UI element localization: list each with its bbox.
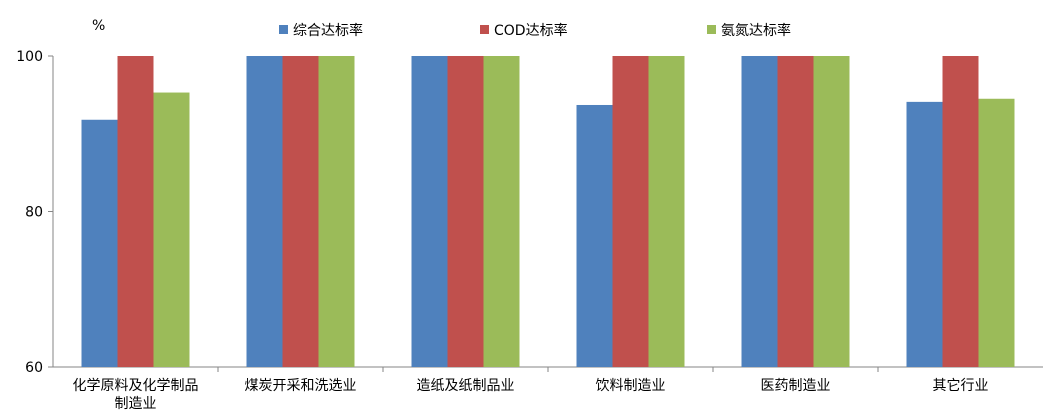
bar [483,56,520,367]
y-tick-label: 100 [16,49,43,65]
y-tick-label: 80 [25,205,43,221]
x-tick-label: 造纸及纸制品业 [417,378,515,394]
legend-label: 综合达标率 [293,22,363,39]
bar [741,56,778,367]
bar [612,56,649,367]
legend-label: 氨氮达标率 [721,22,791,39]
bar [246,56,283,367]
axes: 60 80 100% [16,18,1043,376]
x-tick-label: 饮料制造业 [596,378,666,394]
bar [978,98,1015,367]
bar [282,56,319,367]
x-tick-label: 化学原料及化学制品制造业 [73,378,199,412]
legend: 综合达标率 COD达标率 氨氮达标率 [279,22,791,39]
legend-swatch [707,25,716,34]
bar [648,56,685,367]
bar [411,56,448,367]
bar [813,56,850,367]
bar [942,56,979,367]
bar [81,119,118,367]
labels: 化学原料及化学制品制造业 煤炭开采和洗选业 造纸及纸制品业 饮料制造业 医药制造业 其它行… [73,377,989,412]
legend-label: COD达标率 [494,22,568,39]
y-tick-label: 60 [25,360,43,376]
bar [447,56,484,367]
bar [117,56,154,367]
legend-swatch [480,25,489,34]
bar [576,104,613,368]
bar [777,56,814,367]
y-axis-label: % [92,18,105,34]
bar [153,92,190,367]
x-tick-label: 医药制造业 [761,378,831,394]
legend-swatch [279,25,288,34]
bar [906,101,943,367]
bar [318,56,355,367]
bars [81,56,1015,368]
x-tick-label: 煤炭开采和洗选业 [245,378,357,394]
x-tick-label: 其它行业 [933,377,989,394]
